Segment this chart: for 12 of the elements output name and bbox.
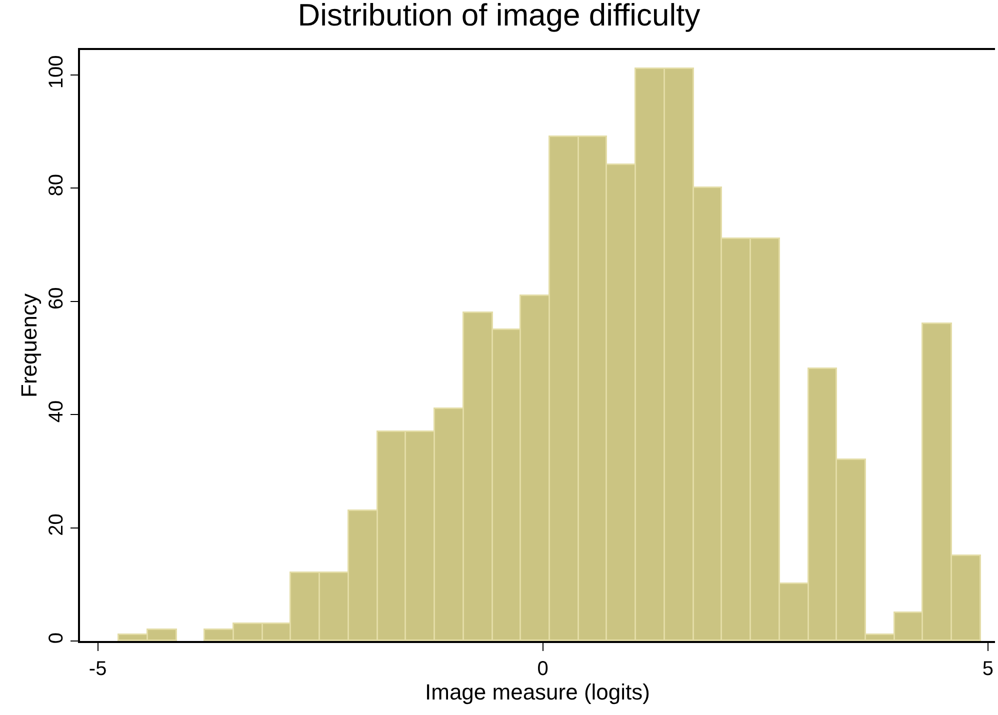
y-tick-label: 80: [45, 174, 68, 196]
y-tick-label: 60: [45, 287, 68, 310]
x-tick-label: -5: [88, 658, 107, 680]
y-tick-label: 0: [45, 632, 68, 644]
x-tick-label: 5: [982, 658, 994, 680]
y-tick-label: 100: [45, 55, 68, 89]
x-axis-title: Image measure (logits): [425, 680, 650, 705]
y-axis-title: Frequency: [16, 294, 42, 398]
chart-title: Distribution of image difficulty: [298, 0, 701, 32]
x-tick-label: 0: [537, 658, 548, 680]
y-tick-label: 20: [45, 514, 68, 536]
y-tick-label: 40: [45, 400, 68, 423]
